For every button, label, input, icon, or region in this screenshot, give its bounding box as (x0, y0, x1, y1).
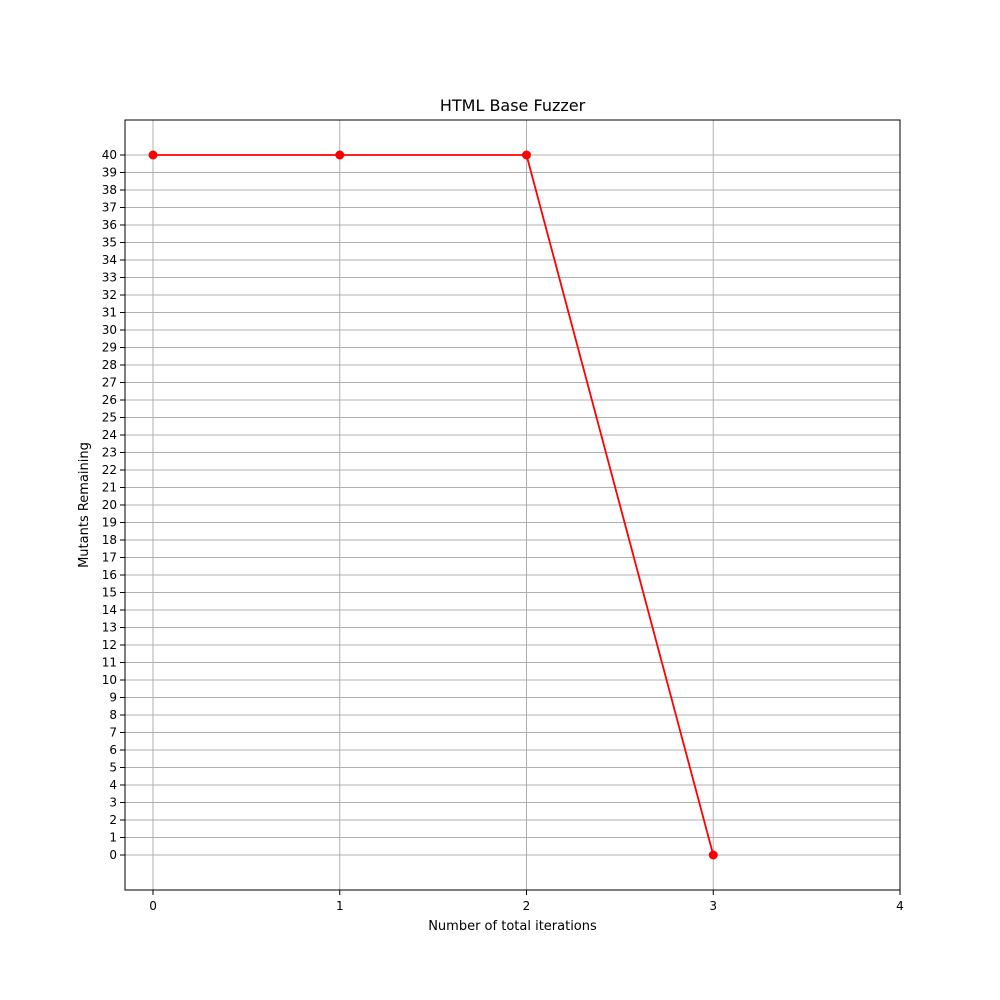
y-tick-label: 35 (102, 236, 117, 250)
y-tick-label: 24 (102, 428, 117, 442)
y-tick-label: 31 (102, 306, 117, 320)
y-tick-label: 5 (109, 761, 117, 775)
x-axis-ticks: 0 1 2 3 4 (149, 890, 904, 913)
series-line (153, 154, 715, 856)
y-tick-label: 3 (109, 796, 117, 810)
y-tick-label: 13 (102, 621, 117, 635)
y-tick-label: 0 (109, 848, 117, 862)
y-tick-label: 16 (102, 568, 117, 582)
y-tick-label: 26 (102, 393, 117, 407)
x-tick-label: 1 (336, 899, 344, 913)
y-tick-label: 27 (102, 376, 117, 390)
x-tick-label: 3 (709, 899, 717, 913)
y-tick-label: 30 (102, 323, 117, 337)
y-tick-label: 21 (102, 481, 117, 495)
x-axis-title: Number of total iterations (428, 919, 597, 934)
data-point-marker (148, 150, 158, 160)
y-axis-ticks: 0123456789101112131415161718192021222324… (102, 148, 125, 862)
data-point-marker (522, 150, 532, 160)
y-tick-label: 36 (102, 218, 117, 232)
x-tick-label: 2 (523, 899, 531, 913)
y-tick-label: 17 (102, 551, 117, 565)
y-tick-label: 33 (102, 271, 117, 285)
y-tick-label: 11 (102, 656, 117, 670)
y-tick-label: 8 (109, 708, 117, 722)
y-tick-label: 32 (102, 288, 117, 302)
y-tick-label: 25 (102, 411, 117, 425)
data-point-marker (335, 150, 345, 160)
y-tick-label: 1 (109, 831, 117, 845)
y-tick-label: 28 (102, 358, 117, 372)
y-tick-label: 19 (102, 516, 117, 530)
y-tick-label: 14 (102, 603, 117, 617)
y-tick-label: 34 (102, 253, 117, 267)
y-tick-label: 2 (109, 813, 117, 827)
y-tick-label: 15 (102, 586, 117, 600)
y-tick-label: 38 (102, 183, 117, 197)
y-tick-label: 10 (102, 673, 117, 687)
y-tick-label: 20 (102, 498, 117, 512)
y-tick-label: 29 (102, 341, 117, 355)
data-point-marker (708, 850, 718, 860)
y-tick-label: 9 (109, 691, 117, 705)
y-tick-label: 6 (109, 743, 117, 757)
y-tick-label: 18 (102, 533, 117, 547)
grid (125, 120, 901, 890)
y-tick-label: 40 (102, 148, 117, 162)
y-tick-label: 37 (102, 201, 117, 215)
y-tick-label: 22 (102, 463, 117, 477)
y-tick-label: 39 (102, 166, 117, 180)
x-tick-label: 4 (896, 899, 904, 913)
y-tick-label: 12 (102, 638, 117, 652)
chart-title: HTML Base Fuzzer (440, 96, 586, 115)
y-axis-title: Mutants Remaining (77, 442, 92, 568)
y-tick-label: 4 (109, 778, 117, 792)
y-tick-label: 23 (102, 446, 117, 460)
y-tick-label: 7 (109, 726, 117, 740)
x-tick-label: 0 (149, 899, 157, 913)
series-layer (148, 150, 718, 860)
